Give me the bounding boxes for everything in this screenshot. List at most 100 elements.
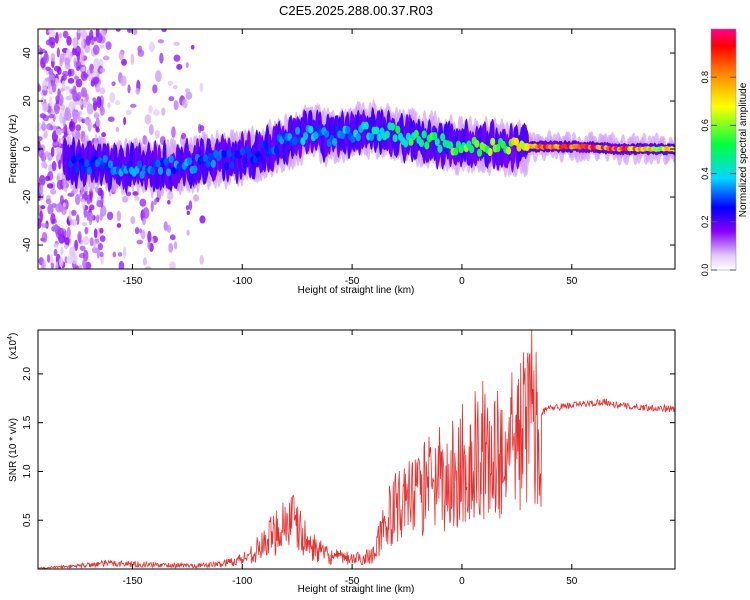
- spectrogram-noise-blob: [95, 84, 101, 93]
- spectrogram-core: [210, 159, 216, 168]
- spectrogram-noise-blob: [105, 41, 112, 50]
- spectrogram-noise-blob: [84, 226, 89, 234]
- spectrogram-noise-blob: [41, 231, 48, 243]
- spectrogram-noise-blob: [193, 194, 200, 202]
- spectrogram-core: [263, 141, 269, 150]
- spectrogram-noise-blob: [72, 85, 77, 95]
- spectrogram-noise-blob: [132, 191, 139, 196]
- spectrogram-noise-blob: [53, 102, 60, 115]
- spectrogram-core: [453, 147, 459, 156]
- spectrogram-noise-blob: [168, 242, 174, 253]
- colorbar-tick-label: 0.4: [700, 167, 710, 180]
- spectrogram-noise-blob: [48, 90, 53, 95]
- spectrogram-noise-blob: [71, 209, 77, 217]
- snr-x-tick-label: -150: [122, 576, 142, 587]
- spectrogram-noise-blob: [51, 160, 57, 172]
- spectrogram-core: [258, 154, 264, 163]
- spectrogram-core: [157, 166, 164, 175]
- spectrogram-noise-blob: [92, 44, 100, 56]
- spectrogram-noise-blob: [41, 223, 48, 229]
- spectrogram-x-axis: -150 -100 -50 0 50: [122, 29, 578, 287]
- spectrogram-noise-blob: [134, 195, 140, 201]
- spectrogram-y-tick-label: 40: [22, 47, 33, 59]
- spectrogram-noise-blob: [185, 91, 193, 100]
- spectrogram-noise-blob: [92, 100, 98, 111]
- spectrogram-noise-blob: [134, 226, 140, 235]
- spectrogram-core: [302, 132, 309, 141]
- snr-series: [38, 330, 675, 569]
- spectrogram-noise-blob: [38, 122, 42, 132]
- spectrogram-noise-blob: [199, 255, 204, 265]
- spectrogram-noise-blob: [129, 103, 137, 108]
- spectrogram-x-tick-label: -100: [232, 276, 252, 287]
- spectrogram-noise-blob: [64, 237, 70, 245]
- spectrogram-noise-blob: [77, 29, 82, 34]
- spectrogram-noise-blob: [62, 73, 67, 81]
- spectrogram-noise-blob: [58, 32, 63, 39]
- spectrogram-noise-blob: [161, 107, 166, 116]
- spectrogram-noise-blob: [99, 251, 104, 258]
- spectrogram-noise-blob: [61, 206, 67, 216]
- spectrogram-noise-blob: [145, 266, 152, 269]
- spectrogram-noise-blob: [68, 121, 76, 132]
- spectrogram-noise-blob: [167, 80, 174, 86]
- spectrogram-noise-blob: [136, 239, 143, 245]
- spectrogram-noise-blob: [74, 239, 79, 251]
- colorbar-tick-label: 0.2: [700, 216, 710, 229]
- spectrogram-y-tick-label: -20: [22, 189, 33, 204]
- spectrogram-noise-blob: [41, 160, 47, 169]
- spectrogram-noise-blob: [139, 198, 147, 207]
- snr-frame: [37, 329, 676, 570]
- colorbar-tick-label: 0.0: [700, 264, 710, 277]
- spectrogram-noise-blob: [50, 213, 56, 225]
- spectrogram-noise-blob: [111, 81, 116, 87]
- spectrogram-noise-blob: [118, 51, 124, 61]
- spectrogram-noise-blob: [68, 100, 76, 108]
- spectrogram-noise-blob: [48, 29, 55, 34]
- spectrogram-noise-blob: [99, 67, 106, 73]
- spectrogram-noise-blob: [147, 230, 152, 243]
- spectrogram-noise-blob: [77, 100, 83, 106]
- snr-y-label: SNR (10 * v/v): [8, 418, 19, 482]
- spectrogram-noise-blob: [56, 179, 63, 190]
- spectrogram-noise-blob: [130, 215, 136, 225]
- spectrogram-core: [403, 139, 409, 148]
- spectrogram-noise-blob: [166, 224, 172, 233]
- spectrogram-noise-blob: [65, 107, 69, 117]
- spectrogram-noise-blob: [99, 212, 103, 221]
- spectrogram-core: [186, 157, 193, 166]
- spectrogram-noise-blob: [171, 126, 176, 139]
- spectrogram-noise-blob: [50, 188, 57, 195]
- spectrogram-noise-blob: [115, 126, 120, 133]
- spectrogram-core: [295, 126, 301, 135]
- spectrogram-noise-blob: [89, 237, 94, 247]
- spectrogram-noise-blob: [46, 123, 52, 130]
- spectrogram-core: [70, 155, 77, 164]
- spectrogram-core: [345, 125, 351, 134]
- snr-multiplier-close: ): [8, 333, 19, 336]
- spectrogram-core: [395, 125, 401, 134]
- spectrogram-noise-blob: [71, 253, 78, 265]
- snr-y-tick-label: 0.5: [22, 513, 33, 527]
- spectrogram-noise-blob: [96, 96, 102, 108]
- spectrogram-noise-blob: [93, 57, 100, 70]
- spectrogram-core: [437, 144, 443, 153]
- spectrogram-noise-blob: [199, 124, 205, 132]
- spectrogram-y-label: Frequency (Hz): [8, 115, 19, 184]
- spectrogram-core: [421, 130, 427, 139]
- spectrogram-noise-blob: [79, 192, 83, 197]
- spectrogram-noise-blob: [127, 84, 131, 94]
- spectrogram-noise-blob: [45, 66, 52, 72]
- spectrogram-noise-blob: [144, 114, 152, 125]
- spectrogram-heatmap: [38, 29, 675, 269]
- spectrogram-noise-blob: [185, 205, 190, 211]
- spectrogram-core: [192, 165, 198, 174]
- spectrogram-noise-blob: [58, 159, 62, 170]
- spectrogram-noise-blob: [81, 198, 86, 211]
- spectrogram-noise-blob: [80, 87, 88, 98]
- spectrogram-noise-blob: [67, 68, 72, 77]
- spectrogram-noise-blob: [50, 52, 56, 62]
- spectrogram-noise-blob: [173, 41, 180, 47]
- spectrogram-noise-blob: [66, 226, 71, 239]
- spectrogram-noise-blob: [190, 44, 195, 50]
